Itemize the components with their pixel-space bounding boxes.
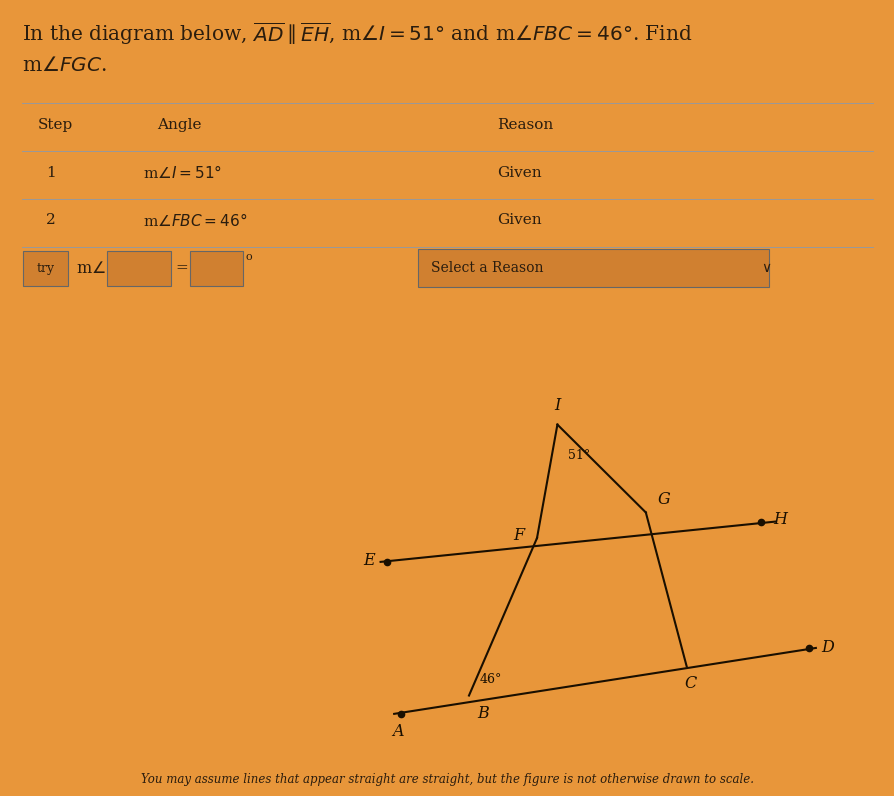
FancyBboxPatch shape (106, 251, 171, 286)
FancyBboxPatch shape (417, 249, 768, 287)
Text: m$\angle FBC = 46\degree$: m$\angle FBC = 46\degree$ (143, 212, 248, 229)
Text: 2: 2 (46, 213, 55, 228)
Text: Reason: Reason (496, 118, 552, 132)
Text: F: F (513, 527, 524, 544)
Text: Angle: Angle (156, 118, 201, 132)
Text: =: = (175, 261, 188, 275)
Text: You may assume lines that appear straight are straight, but the figure is not ot: You may assume lines that appear straigh… (141, 774, 753, 786)
FancyBboxPatch shape (190, 251, 243, 286)
Text: m$\angle FGC$.: m$\angle FGC$. (22, 56, 107, 75)
Text: Select a Reason: Select a Reason (431, 261, 544, 275)
Text: m$\angle$: m$\angle$ (76, 259, 105, 277)
Text: In the diagram below, $\overline{AD} \parallel \overline{EH}$, m$\angle I = 51\d: In the diagram below, $\overline{AD} \pa… (22, 20, 692, 47)
Text: I: I (553, 396, 560, 414)
Text: D: D (821, 639, 833, 657)
Text: 51°: 51° (567, 449, 589, 462)
Text: o: o (245, 252, 251, 262)
Text: G: G (657, 491, 670, 508)
Text: Given: Given (496, 166, 541, 180)
Text: ∨: ∨ (760, 261, 770, 275)
Text: H: H (772, 511, 787, 529)
FancyBboxPatch shape (23, 251, 68, 286)
Text: Step: Step (38, 118, 72, 132)
Text: 1: 1 (46, 166, 55, 180)
Text: C: C (683, 675, 696, 693)
Text: A: A (392, 723, 403, 740)
Text: try: try (37, 262, 55, 275)
Text: Given: Given (496, 213, 541, 228)
Text: m$\angle I = 51\degree$: m$\angle I = 51\degree$ (143, 164, 222, 181)
Text: 46°: 46° (478, 673, 501, 685)
Text: B: B (477, 704, 488, 722)
Text: E: E (363, 552, 375, 568)
